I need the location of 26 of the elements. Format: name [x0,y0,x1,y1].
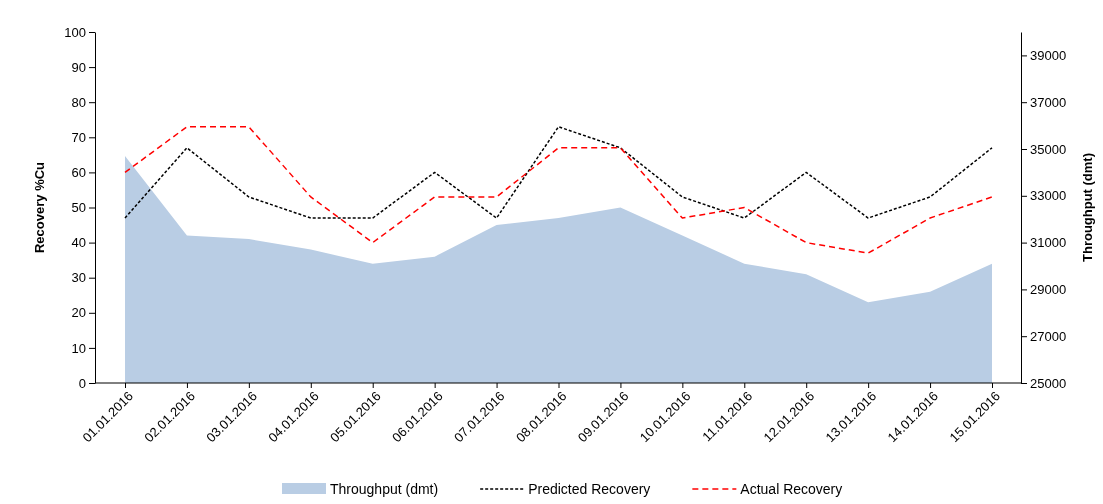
y-tick-label: 20 [71,305,86,321]
y-tick-label: 40 [71,235,86,251]
y2-tick-label: 27000 [1030,328,1067,344]
line-series [124,126,993,219]
y2-axis-title: Throughput (dmt) [1080,152,1095,263]
y-axis-title: Recovery %Cu [32,161,47,254]
y-tick-label: 60 [71,165,86,181]
y2-tick-label: 33000 [1030,188,1067,204]
legend-label: Actual Recovery [740,481,843,497]
y-tick-label: 90 [71,59,86,75]
y2-tick-label: 35000 [1030,141,1067,157]
y2-tick-label: 31000 [1030,235,1067,251]
y-tick-label: 10 [71,340,86,356]
y2-tick-label: 39000 [1030,48,1067,64]
legend-label: Throughput (dmt) [330,481,439,497]
y-tick-label: 30 [71,270,86,286]
y-tick-label: 0 [78,375,86,391]
legend-label: Predicted Recovery [528,481,651,497]
line-series [124,126,993,254]
y2-tick-label: 29000 [1030,282,1067,298]
y-tick-label: 80 [71,94,86,110]
y-tick-label: 70 [71,129,86,145]
y2-tick-label: 25000 [1030,375,1067,391]
y2-tick-label: 37000 [1030,94,1067,110]
y-tick-label: 100 [64,24,86,40]
y-tick-label: 50 [71,200,86,216]
